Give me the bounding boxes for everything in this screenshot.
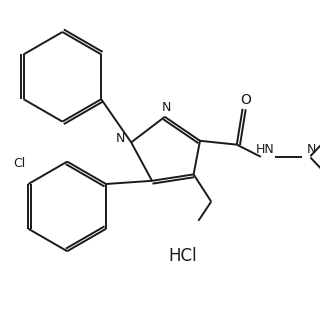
- Text: HN: HN: [256, 143, 275, 156]
- Text: HCl: HCl: [168, 247, 197, 265]
- Text: N: N: [115, 132, 125, 145]
- Text: Cl: Cl: [13, 157, 25, 170]
- Text: O: O: [240, 93, 251, 107]
- Text: N: N: [162, 101, 171, 114]
- Text: N: N: [307, 143, 316, 156]
